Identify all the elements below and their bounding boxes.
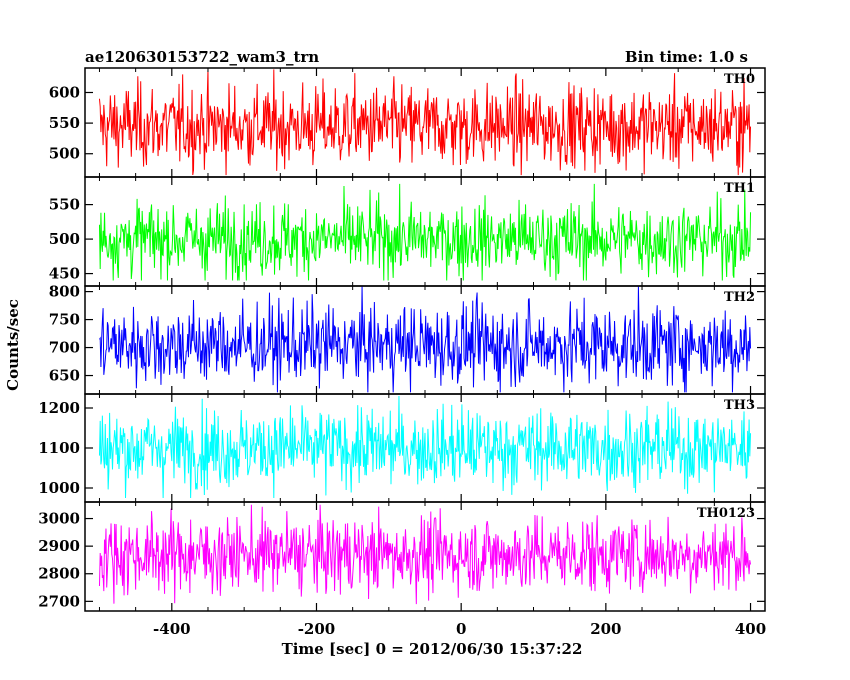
panel-label-th0123: TH0123 — [697, 506, 755, 521]
x-tick-label: -200 — [298, 620, 336, 638]
series-line-th1 — [98, 183, 752, 281]
x-tick-label: 0 — [456, 620, 466, 638]
series-line-th0123 — [98, 504, 752, 605]
y-tick-label: 3000 — [38, 510, 80, 528]
y-tick-label: 800 — [49, 283, 80, 301]
y-tick-label: 1100 — [38, 439, 80, 457]
chart-title: ae120630153722_wam3_trn — [85, 48, 319, 66]
y-tick-label: 550 — [49, 196, 80, 214]
panels-group: 500 550 600 TH0 450 500 550 TH1 650 700 750 800 TH2 1… — [38, 67, 766, 612]
panel-th1: 450 500 550 TH1 — [49, 176, 766, 287]
y-tick-label: 750 — [49, 311, 80, 329]
y-tick-label: 600 — [49, 83, 80, 101]
x-axis: -400 -200 0 200 400 — [153, 620, 766, 638]
y-tick-label: 1000 — [38, 479, 80, 497]
y-tick-label: 700 — [49, 339, 80, 357]
y-tick-label: 2900 — [38, 537, 80, 555]
y-axis-label: Counts/sec — [4, 299, 22, 391]
panel-label-th0: TH0 — [724, 72, 755, 87]
x-tick-label: 400 — [735, 620, 766, 638]
x-tick-label: -400 — [153, 620, 191, 638]
series-line-th0 — [98, 69, 752, 176]
panel-th0: 500 550 600 TH0 — [49, 67, 766, 178]
y-tick-label: 500 — [49, 145, 80, 163]
series-line-th2 — [99, 286, 752, 393]
panel-label-th1: TH1 — [724, 181, 755, 196]
panel-th2: 650 700 750 800 TH2 — [49, 283, 766, 395]
y-tick-label: 1200 — [38, 399, 80, 417]
y-tick-label: 550 — [49, 114, 80, 132]
panel-label-th2: TH2 — [724, 290, 755, 305]
panel-th3: 1000 1100 1200 TH3 — [38, 393, 766, 503]
x-tick-label: 200 — [590, 620, 621, 638]
panel-th0123: 2700 2800 2900 3000 TH0123 — [38, 501, 766, 612]
y-tick-label: 650 — [49, 367, 80, 385]
panel-label-th3: TH3 — [724, 398, 755, 413]
y-tick-label: 500 — [49, 230, 80, 248]
y-tick-label: 2800 — [38, 565, 80, 583]
bin-time-label: Bin time: 1.0 s — [625, 48, 748, 66]
x-axis-label: Time [sec] 0 = 2012/06/30 15:37:22 — [282, 640, 583, 658]
y-tick-label: 450 — [49, 265, 80, 283]
y-tick-label: 2700 — [38, 592, 80, 610]
series-line-th3 — [98, 395, 752, 499]
